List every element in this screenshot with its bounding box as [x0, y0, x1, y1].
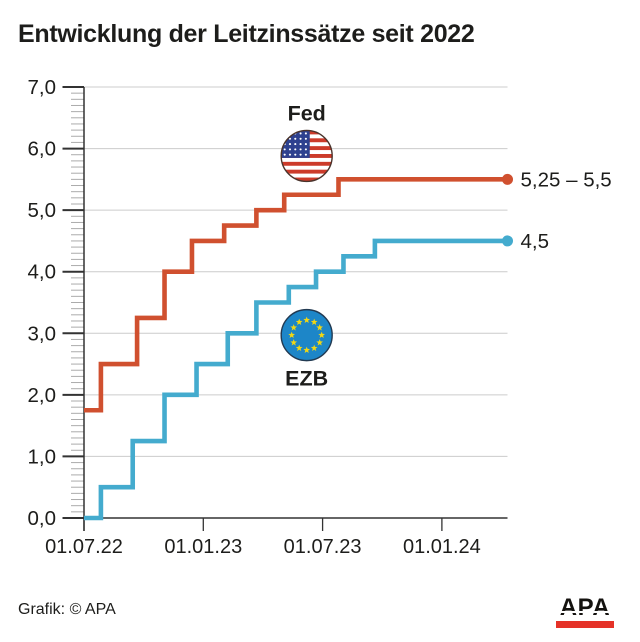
ezb-annotation-label: EZB — [285, 367, 328, 391]
y-axis-tick-label: 7,0 — [28, 76, 57, 99]
eu-flag-icon — [280, 308, 333, 362]
apa-logo-red-bar — [556, 621, 614, 628]
apa-logo: APA — [556, 596, 614, 628]
ezb-end-label: 4,5 — [521, 230, 550, 253]
ezb-end-dot — [502, 235, 513, 247]
ezb-line — [84, 238, 508, 521]
x-axis-tick-label: 01.07.23 — [284, 536, 362, 558]
x-axis-tick-label: 01.01.24 — [403, 536, 481, 558]
y-axis-tick-label: 1,0 — [28, 445, 57, 468]
x-axis-tick-label: 01.07.22 — [45, 536, 123, 558]
y-axis-tick-label: 2,0 — [28, 384, 57, 407]
y-axis-tick-label: 0,0 — [28, 507, 57, 530]
fed-line — [84, 177, 508, 413]
y-axis-tick-label: 4,0 — [28, 261, 57, 284]
page-title: Entwicklung der Leitzinssätze seit 2022 — [18, 20, 475, 48]
fed-end-label: 5,25 – 5,5 — [521, 168, 612, 191]
x-axis-tick-label: 01.01.23 — [164, 536, 242, 558]
y-axis-tick-label: 3,0 — [28, 322, 57, 345]
fed-end-dot — [502, 173, 513, 185]
y-axis-tick-label: 6,0 — [28, 138, 57, 161]
y-axis-tick-label: 5,0 — [28, 199, 57, 222]
apa-logo-letters: APA — [556, 596, 614, 620]
fed-annotation-label: Fed — [288, 101, 326, 125]
credit-text: Grafik: © APA — [18, 601, 116, 618]
